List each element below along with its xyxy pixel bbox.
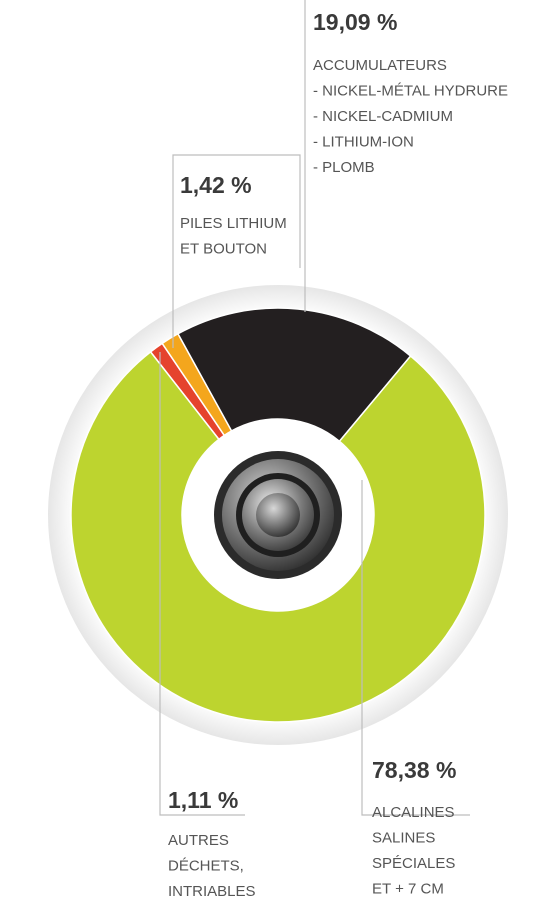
category-label: ACCUMULATEURS [313,57,447,74]
category-label: INTRIABLES [168,883,256,900]
value-label: 1,11 % [168,787,238,813]
category-label: ALCALINES [372,804,455,821]
category-label: - NICKEL-CADMIUM [313,108,453,125]
category-label: SALINES [372,830,435,847]
chart: 1,11 % AUTRES DÉCHETS, INTRIABLES 1,42 % PILE… [0,0,560,904]
category-label: SPÉCIALES [372,855,455,872]
category-label: - LITHIUM-ION [313,134,414,151]
value-label: 19,09 % [313,9,397,35]
category-label: DÉCHETS, [168,858,244,875]
battery-icon [182,419,374,611]
value-label: 1,42 % [180,172,252,198]
category-label: - NICKEL-MÉTAL HYDRURE [313,83,508,100]
value-label: 78,38 % [372,757,456,783]
category-label: AUTRES [168,832,229,849]
category-label: ET BOUTON [180,241,267,258]
category-label: ET + 7 CM [372,881,444,898]
category-label: PILES LITHIUM [180,215,287,232]
category-label: - PLOMB [313,159,375,176]
